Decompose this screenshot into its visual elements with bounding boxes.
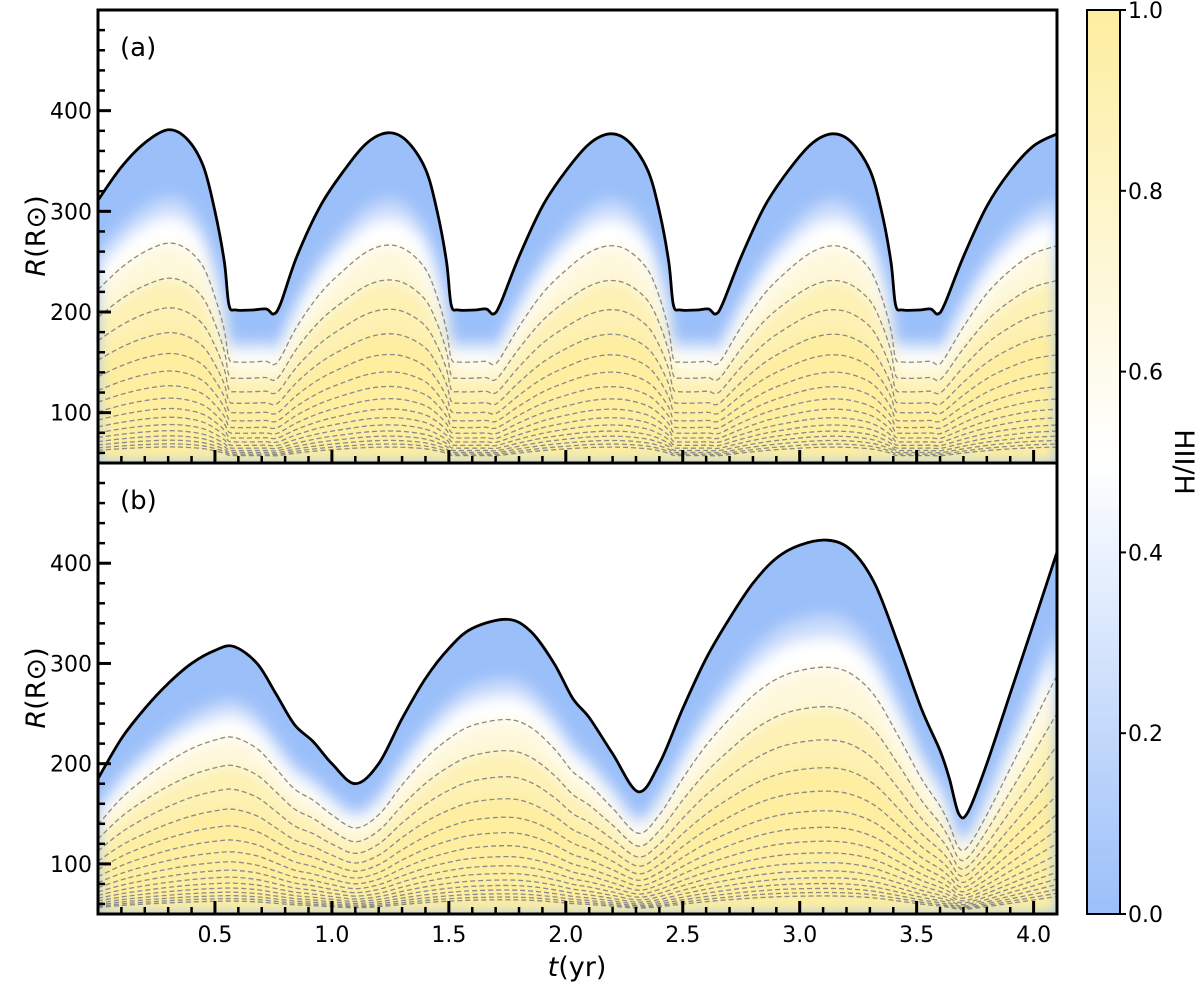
contour-line [98, 242, 1057, 366]
colorbar-tick-label: 0.4 [1128, 541, 1163, 566]
contour-line [98, 443, 1057, 456]
y-tick-label: 100 [50, 402, 92, 427]
x-tick-label: 1.0 [314, 923, 349, 948]
contour-line [98, 895, 1057, 911]
contour-line [98, 790, 1057, 884]
x-tick-label: 2.0 [548, 923, 583, 948]
panel-a-ylabel: R(R⊙) [21, 195, 52, 276]
colorbar-label: HII/H [1168, 429, 1199, 495]
contour-line [98, 435, 1057, 452]
contour-line [98, 666, 1057, 852]
colorbar-tick-label: 0.2 [1128, 722, 1163, 747]
contour-line [98, 331, 1057, 406]
y-tick-label: 200 [50, 753, 92, 778]
contour-line [98, 385, 1057, 430]
contour-line [98, 826, 1057, 893]
colorbar-tick-label: 1.0 [1128, 0, 1163, 24]
x-tick-label: 2.5 [665, 923, 700, 948]
axes-frame [96, 461, 1059, 916]
contour-line [98, 706, 1057, 862]
y-tick-label: 300 [50, 652, 92, 677]
contour-line [98, 307, 1057, 395]
colorbar-tick-label: 0.0 [1128, 903, 1163, 928]
ionization-boundary-line [96, 538, 1059, 820]
contour-line [98, 277, 1057, 382]
contour-line [98, 852, 1057, 899]
contour-line [98, 861, 1057, 902]
contour-line [98, 887, 1057, 909]
x-tick-label: 0.5 [197, 923, 232, 948]
panel-b-ylabel: R(R⊙) [21, 647, 52, 728]
contour-line [98, 767, 1057, 878]
panel-b-label: (b) [120, 486, 157, 516]
panel-a-label: (a) [120, 33, 156, 63]
contour-line [98, 882, 1057, 907]
contour-line [98, 416, 1057, 444]
y-tick-label: 200 [50, 301, 92, 326]
ionization-fill [98, 540, 1057, 914]
colorbar-tick-label: 0.6 [1128, 361, 1163, 386]
contour-line [98, 397, 1057, 435]
x-tick-label: 3.0 [782, 923, 817, 948]
contour-line [98, 840, 1057, 896]
contour-line [98, 370, 1057, 423]
x-tick-label: 3.5 [899, 923, 934, 948]
ionization-boundary-line [96, 128, 1058, 316]
contour-line [98, 407, 1057, 440]
x-axis-label: t(yr) [548, 952, 607, 983]
contour-line [98, 446, 1057, 457]
contour-line [98, 352, 1057, 415]
colorbar: HII/H 0.0 0.2 0.4 0.6 0.8 1.0 [1086, 0, 1199, 928]
y-tick-label: 400 [50, 552, 92, 577]
panel-b: 100 200 300 400 0.5 1.0 1.5 2.0 2.5 3.0 3.5 4.0 [50, 461, 1059, 948]
panel-a: 100 200 300 400 [50, 8, 1059, 465]
contour-line [98, 439, 1057, 454]
x-tick-label: 4.0 [1016, 923, 1051, 948]
y-tick-label: 400 [50, 100, 92, 125]
contour-line [98, 870, 1057, 904]
x-tick-label: 1.5 [431, 923, 466, 948]
contour-line [98, 810, 1057, 889]
contour-line [98, 430, 1057, 450]
contour-line [98, 739, 1057, 870]
colorbar-gradient [1086, 9, 1121, 915]
y-tick-label: 100 [50, 853, 92, 878]
contour-line [98, 891, 1057, 910]
y-tick-label: 300 [50, 200, 92, 225]
colorbar-tick-label: 0.8 [1128, 180, 1163, 205]
